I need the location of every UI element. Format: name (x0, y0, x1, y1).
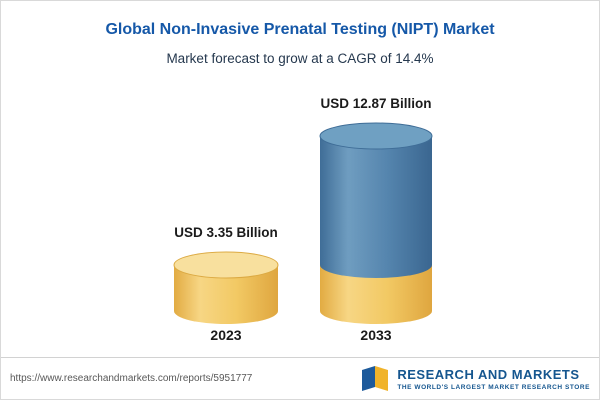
logo-text-block: RESEARCH AND MARKETS THE WORLD'S LARGEST… (397, 367, 590, 391)
logo-text: RESEARCH AND MARKETS (397, 366, 580, 382)
category-label-2023: 2023 (210, 327, 242, 343)
chart-title: Global Non-Invasive Prenatal Testing (NI… (105, 21, 495, 38)
chart-canvas (173, 122, 433, 324)
footer-bar: https://www.researchandmarkets.com/repor… (1, 357, 599, 399)
value-label-2033: USD 12.87 Billion (320, 96, 432, 111)
chart-subtitle: Market forecast to grow at a CAGR of 14.… (166, 51, 434, 66)
value-label-2023: USD 3.35 Billion (174, 225, 278, 240)
logo-tagline: THE WORLD'S LARGEST MARKET RESEARCH STOR… (397, 383, 590, 391)
category-label-2033: 2033 (360, 327, 392, 343)
logo: RESEARCH AND MARKETS THE WORLD'S LARGEST… (360, 364, 590, 394)
logo-mark (362, 365, 389, 391)
source-url: https://www.researchandmarkets.com/repor… (10, 373, 253, 384)
